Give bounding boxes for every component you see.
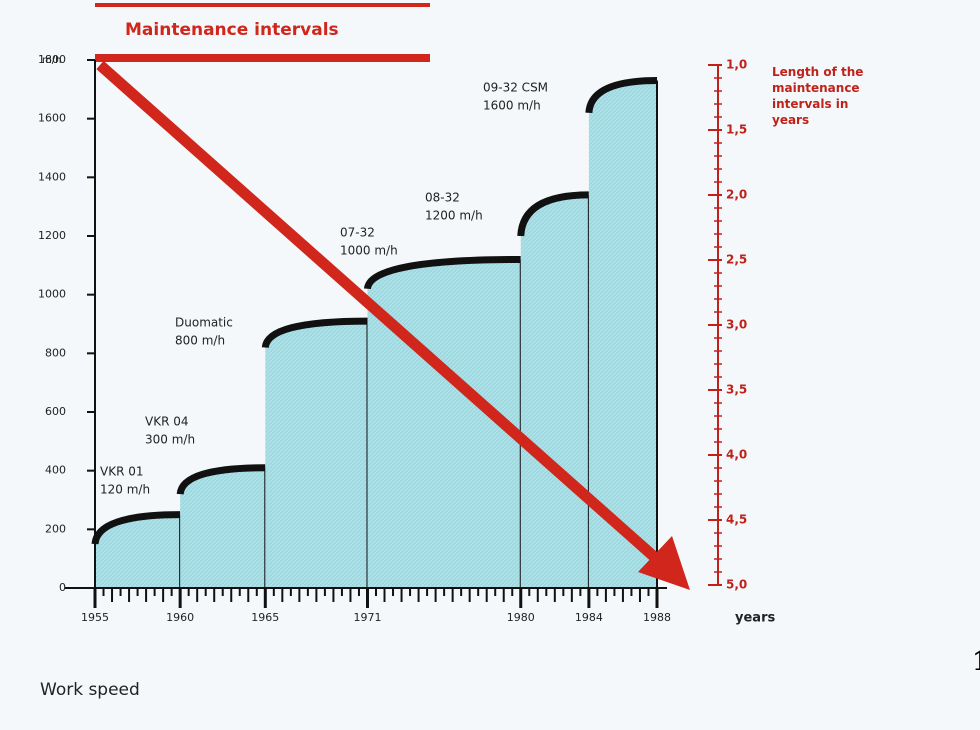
y2-tick-label: 1,5 bbox=[726, 123, 747, 137]
arrow-shaft bbox=[96, 60, 664, 567]
step-area bbox=[265, 321, 368, 588]
x-tick-label: 1971 bbox=[353, 611, 381, 624]
step-curve bbox=[363, 255, 521, 290]
segment-label: 1200 m/h bbox=[425, 209, 483, 223]
y-axis-label: m/h bbox=[42, 55, 61, 66]
x-tick-label: 1984 bbox=[575, 611, 603, 624]
y-tick-label: 200 bbox=[45, 522, 66, 535]
y-tick-label: 0 bbox=[59, 581, 66, 594]
segment-label: 800 m/h bbox=[175, 334, 225, 348]
step-area bbox=[180, 467, 266, 588]
y2-axis-label-text: Length of the maintenance intervals in year… bbox=[772, 65, 863, 127]
y-tick-label: 1400 bbox=[38, 170, 66, 183]
y2-tick-label: 2,5 bbox=[726, 253, 747, 267]
footer-label: Work speed bbox=[40, 680, 140, 700]
segment-label: 1600 m/h bbox=[483, 99, 541, 113]
chart-title: Maintenance intervals bbox=[125, 20, 339, 40]
y-tick-label: 1600 bbox=[38, 112, 66, 125]
segment-label: 09-32 CSM bbox=[483, 81, 548, 95]
step-curve bbox=[517, 191, 589, 237]
x-tick-label: 1960 bbox=[166, 611, 194, 624]
y-tick-label: 800 bbox=[45, 346, 66, 359]
y2-tick-label: 3,0 bbox=[726, 318, 747, 332]
y-tick-label: 1800 bbox=[38, 53, 66, 66]
y-tick-label: 1200 bbox=[38, 229, 66, 242]
y-tick-label: 400 bbox=[45, 464, 66, 477]
segment-label: 07-32 bbox=[340, 226, 375, 240]
caption: زمان ازسال 1955الی 1990 bbox=[972, 647, 980, 677]
segment-label: Duomatic bbox=[175, 316, 233, 330]
step-curve bbox=[91, 511, 181, 545]
segment-label: VKR 01 bbox=[100, 465, 144, 479]
arrow-head bbox=[638, 536, 690, 590]
y2-tick-label: 3,5 bbox=[726, 383, 747, 397]
y2-tick-label: 4,5 bbox=[726, 513, 747, 527]
step-curve bbox=[176, 464, 266, 495]
x-tick-label: 1980 bbox=[507, 611, 535, 624]
x-tick-label: 1988 bbox=[643, 611, 671, 624]
y2-tick-label: 4,0 bbox=[726, 448, 747, 462]
step-area bbox=[520, 194, 589, 588]
segment-label: VKR 04 bbox=[145, 415, 189, 429]
x-tick-label: 1955 bbox=[81, 611, 109, 624]
step-area bbox=[95, 514, 181, 588]
y2-tick-label: 2,0 bbox=[726, 188, 747, 202]
x-axis-label: years bbox=[735, 611, 775, 626]
segment-label: 1000 m/h bbox=[340, 244, 398, 258]
y2-tick-label: 5,0 bbox=[726, 578, 747, 592]
y2-axis-label: Length of the maintenance intervals in year… bbox=[772, 65, 863, 127]
y-tick-label: 1000 bbox=[38, 288, 66, 301]
segment-label: 120 m/h bbox=[100, 483, 150, 497]
segment-label: 08-32 bbox=[425, 191, 460, 205]
step-area bbox=[588, 80, 657, 589]
step-curve bbox=[261, 317, 368, 349]
step-curve bbox=[585, 77, 658, 114]
y-tick-label: 600 bbox=[45, 405, 66, 418]
y2-tick-label: 1,0 bbox=[726, 58, 747, 72]
x-tick-label: 1965 bbox=[251, 611, 279, 624]
segment-label: 300 m/h bbox=[145, 433, 195, 447]
